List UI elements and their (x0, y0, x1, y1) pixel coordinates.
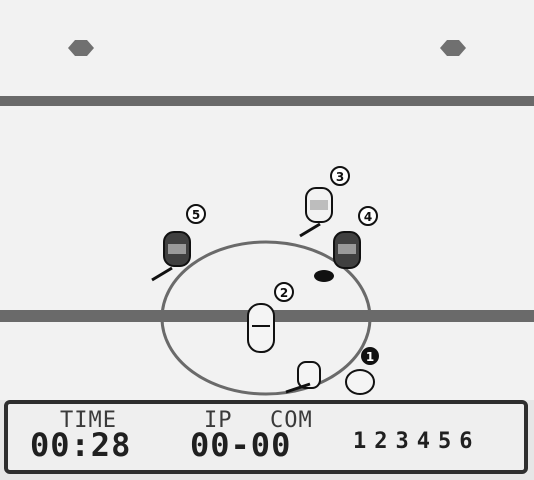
player-3[interactable]: 3 (299, 166, 350, 238)
player-1-number: 1 (366, 350, 374, 364)
period-3: 3 (395, 429, 409, 454)
period-indicator: 1 2 3 4 5 6 (353, 429, 473, 454)
period-4: 4 (416, 429, 430, 454)
time-value: 00:28 (30, 426, 132, 464)
team2-label: COM (270, 408, 313, 433)
player-4-number: 4 (364, 210, 372, 224)
player-3-number: 3 (336, 170, 344, 184)
faceoff-dot-right (440, 40, 466, 56)
blue-line-top (0, 96, 534, 106)
period-5: 5 (438, 429, 452, 454)
player-4[interactable]: 4 (314, 206, 378, 282)
scoreboard: TIME IP COM 00:28 00-00 1 2 3 4 5 6 (4, 400, 528, 474)
score-value: 00-00 (190, 426, 292, 464)
period-6: 6 (459, 429, 473, 454)
ice-rink: 5 3 4 2 1 (0, 0, 534, 400)
period-1: 1 (353, 429, 367, 454)
player-1[interactable]: 1 (285, 347, 379, 395)
time-label: TIME (60, 408, 117, 433)
player-5-number: 5 (192, 208, 200, 222)
period-2: 2 (374, 429, 388, 454)
faceoff-dot-left (68, 40, 94, 56)
center-faceoff-circle (160, 240, 372, 396)
team1-label: IP (204, 408, 233, 433)
player-5[interactable]: 5 (151, 204, 206, 282)
player-2[interactable]: 2 (247, 282, 294, 353)
player-2-number: 2 (280, 286, 288, 300)
